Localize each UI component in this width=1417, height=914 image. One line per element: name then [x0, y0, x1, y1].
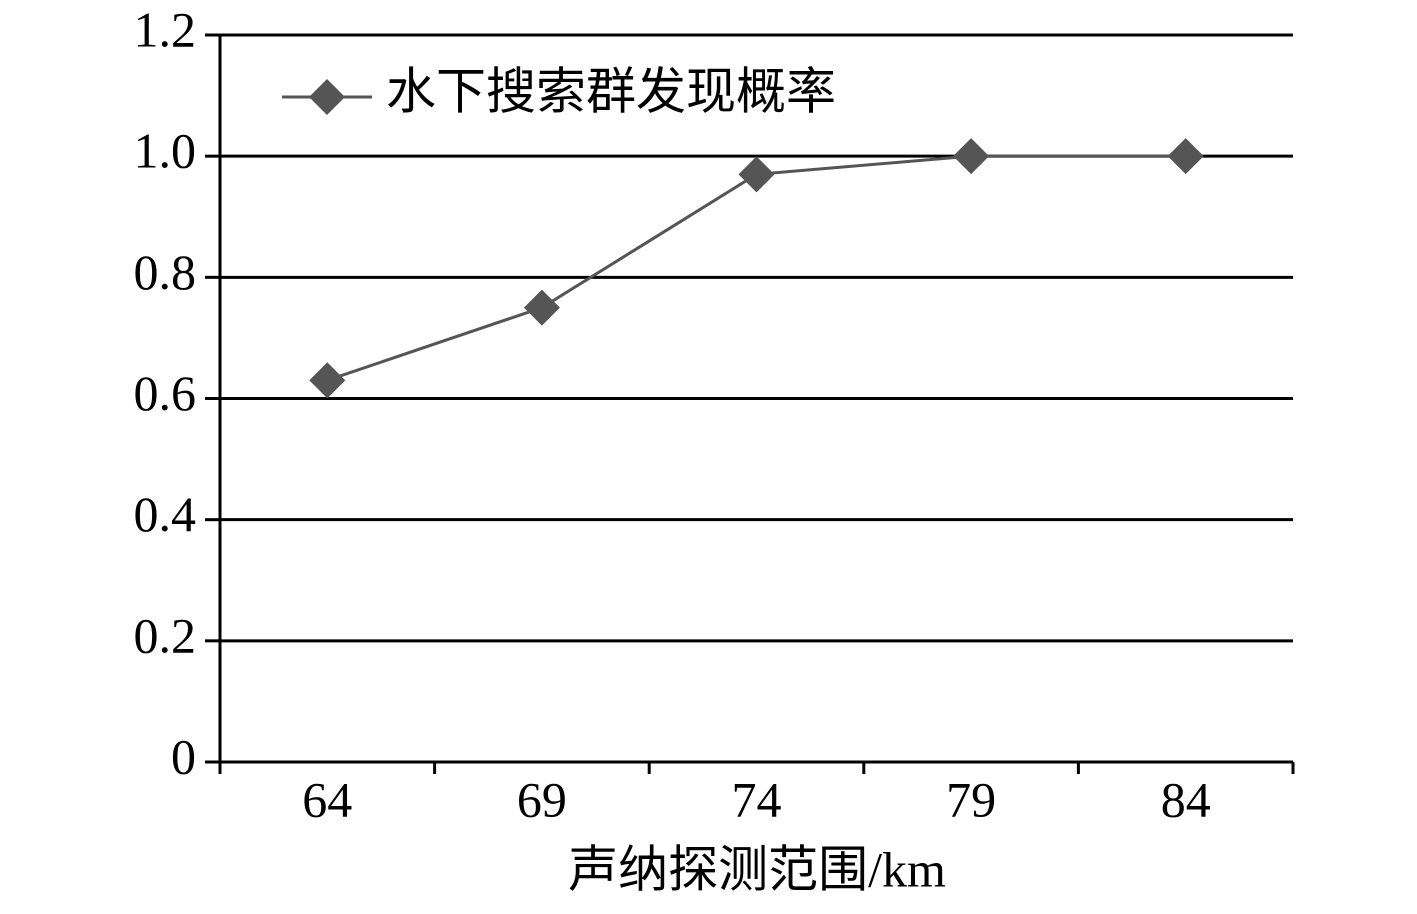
- x-tick-label: 64: [302, 771, 352, 827]
- marker: [309, 362, 346, 399]
- y-tick-label: 0.2: [134, 607, 197, 663]
- x-tick-label: 74: [732, 771, 782, 827]
- y-tick-label: 0.4: [134, 486, 197, 542]
- x-tick-label: 79: [946, 771, 996, 827]
- marker: [523, 289, 560, 326]
- legend-marker: [309, 79, 345, 115]
- x-tick-label: 84: [1161, 771, 1211, 827]
- marker: [738, 156, 775, 193]
- y-tick-label: 0.8: [134, 244, 197, 300]
- x-tick-label: 69: [517, 771, 567, 827]
- x-axis-title: 声纳探测范围/km: [568, 841, 946, 897]
- y-tick-label: 0: [171, 728, 196, 784]
- legend-label: 水下搜索群发现概率: [386, 63, 836, 119]
- y-tick-label: 1.2: [134, 1, 197, 57]
- y-tick-label: 0.6: [134, 365, 197, 421]
- y-tick-label: 1.0: [134, 123, 197, 179]
- marker: [1167, 138, 1204, 175]
- marker: [953, 138, 990, 175]
